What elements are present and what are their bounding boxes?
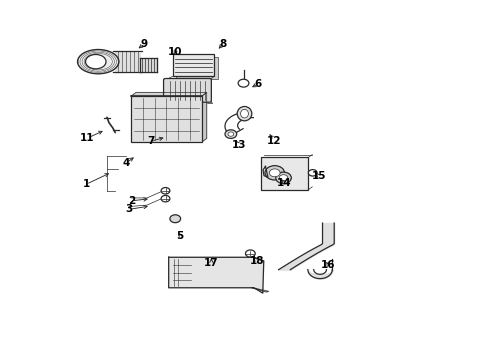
- Circle shape: [224, 130, 236, 138]
- Text: 18: 18: [249, 256, 264, 266]
- Text: 13: 13: [231, 140, 245, 150]
- Text: 10: 10: [168, 46, 182, 57]
- Ellipse shape: [237, 107, 251, 121]
- Text: 1: 1: [82, 179, 89, 189]
- Circle shape: [161, 195, 169, 202]
- Text: 14: 14: [277, 178, 291, 188]
- Circle shape: [245, 250, 255, 257]
- Bar: [131, 96, 202, 142]
- Text: 2: 2: [127, 196, 135, 206]
- FancyBboxPatch shape: [260, 157, 308, 190]
- Text: 8: 8: [219, 40, 226, 49]
- Text: 11: 11: [80, 133, 95, 143]
- Circle shape: [275, 172, 291, 184]
- Circle shape: [269, 169, 280, 177]
- Polygon shape: [131, 93, 206, 96]
- Circle shape: [279, 175, 287, 181]
- Text: 12: 12: [266, 136, 281, 145]
- Text: 6: 6: [254, 79, 261, 89]
- Ellipse shape: [85, 54, 106, 69]
- Text: 16: 16: [321, 260, 335, 270]
- Bar: [172, 54, 214, 76]
- Text: 7: 7: [147, 136, 154, 146]
- Polygon shape: [251, 288, 268, 292]
- Circle shape: [169, 215, 180, 223]
- FancyBboxPatch shape: [163, 78, 211, 102]
- Bar: [176, 57, 218, 79]
- Polygon shape: [202, 93, 206, 142]
- Circle shape: [264, 166, 284, 180]
- Text: 5: 5: [176, 231, 183, 240]
- Circle shape: [161, 188, 169, 194]
- Text: 17: 17: [203, 258, 218, 268]
- Circle shape: [308, 170, 317, 176]
- Polygon shape: [168, 257, 263, 293]
- Ellipse shape: [77, 49, 119, 74]
- Text: 15: 15: [311, 171, 325, 181]
- Ellipse shape: [240, 109, 248, 118]
- Text: 3: 3: [125, 204, 132, 215]
- Text: 4: 4: [122, 158, 130, 168]
- Circle shape: [238, 79, 248, 87]
- Text: 9: 9: [141, 39, 148, 49]
- Circle shape: [227, 132, 233, 136]
